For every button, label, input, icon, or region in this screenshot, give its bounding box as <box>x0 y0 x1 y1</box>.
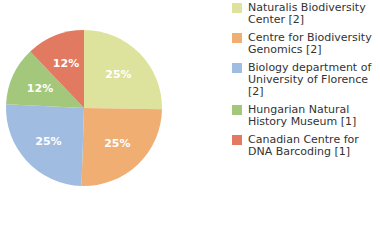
legend-swatch <box>232 135 242 145</box>
data-label: 25% <box>35 135 61 148</box>
legend-item: Naturalis Biodiversity Center [2] <box>232 2 372 26</box>
legend-item: Canadian Centre for DNA Barcoding [1] <box>232 134 372 158</box>
legend-item: Biology department of University of Flor… <box>232 62 372 98</box>
legend-swatch <box>232 3 242 13</box>
legend-label: Canadian Centre for DNA Barcoding [1] <box>248 134 372 158</box>
pie-slice <box>30 30 84 108</box>
legend-label: Centre for Biodiversity Genomics [2] <box>248 32 372 56</box>
legend-label: Biology department of University of Flor… <box>248 62 372 98</box>
legend-swatch <box>232 33 242 43</box>
data-label: 12% <box>53 57 79 70</box>
legend-item: Centre for Biodiversity Genomics [2] <box>232 32 372 56</box>
pie-slice <box>82 108 162 186</box>
data-label: 25% <box>104 137 130 150</box>
data-label: 12% <box>27 82 53 95</box>
legend-swatch <box>232 63 242 73</box>
pie-slice <box>6 104 84 186</box>
data-labels: 25% 25% 25% 12%12% <box>27 57 132 150</box>
data-label: 25% <box>105 68 131 81</box>
legend-item: Hungarian Natural History Museum [1] <box>232 104 372 128</box>
legend: Naturalis Biodiversity Center [2] Centre … <box>232 2 372 164</box>
pie-slice <box>84 30 162 109</box>
legend-label: Hungarian Natural History Museum [1] <box>248 104 372 128</box>
legend-swatch <box>232 105 242 115</box>
chart-root: 25% 25% 25% 12%12% Naturalis Biodiversity C… <box>0 0 380 240</box>
legend-label: Naturalis Biodiversity Center [2] <box>248 2 372 26</box>
